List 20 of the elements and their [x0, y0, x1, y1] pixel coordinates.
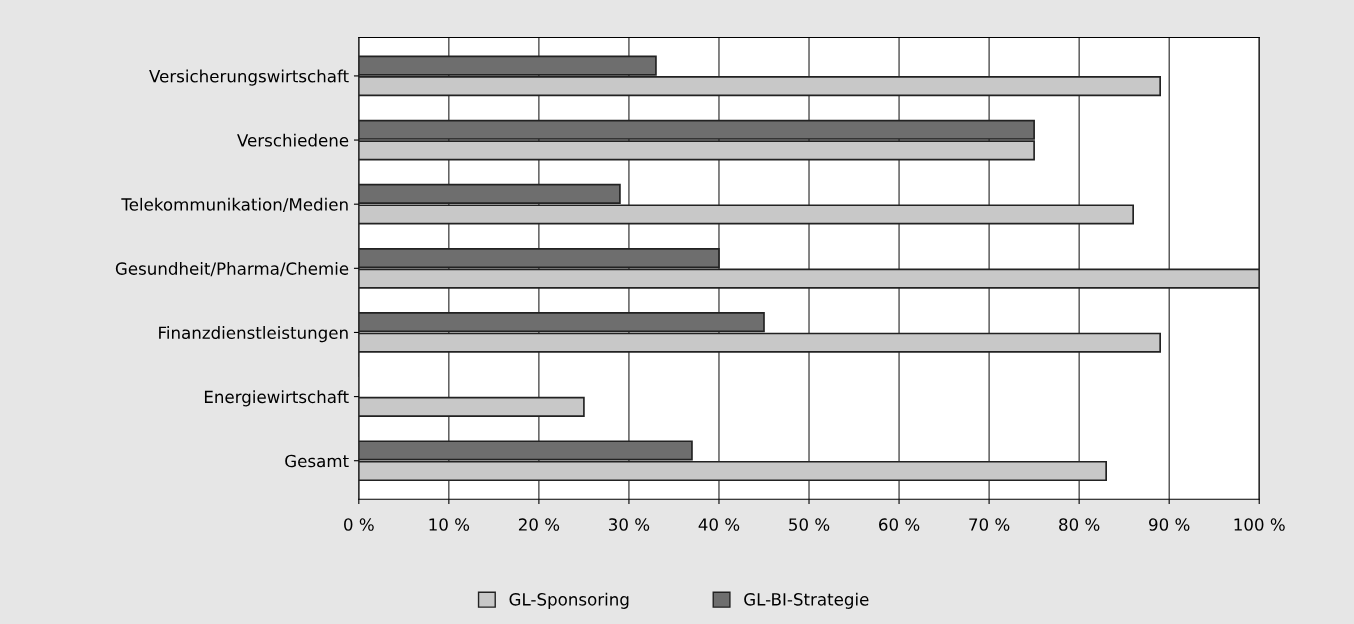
x-tick-label: 20 % — [518, 518, 560, 531]
x-tick-label: 100 % — [1234, 518, 1285, 531]
legend-label: GL-BI-Strategie — [744, 592, 869, 609]
x-tick-label: 40 % — [698, 518, 740, 531]
y-tick-label: Gesundheit/Pharma/Chemie — [115, 261, 349, 277]
x-tick-label: 30 % — [609, 518, 650, 531]
y-tick-label: Energiewirtschaft — [204, 390, 349, 407]
x-tick-label: 90 % — [1149, 518, 1190, 531]
x-tick-label: 80 % — [1059, 518, 1100, 531]
y-tick-label: Versicherungswirtschaft — [149, 69, 349, 86]
x-tick-label: 70 % — [969, 518, 1010, 531]
y-tick-label: Finanzdienstleistungen — [159, 326, 348, 343]
y-tick-label: Telekommunikation/Medien — [121, 197, 348, 213]
y-tick-label: Gesamt — [285, 454, 349, 468]
y-tick-label: Verschiedene — [237, 133, 349, 147]
x-tick-label: 10 % — [429, 518, 470, 531]
legend-label: GL-Sponsoring — [509, 592, 629, 609]
x-tick-label: 50 % — [789, 518, 830, 531]
x-tick-label: 0 % — [344, 518, 374, 531]
x-tick-label: 60 % — [879, 518, 920, 531]
